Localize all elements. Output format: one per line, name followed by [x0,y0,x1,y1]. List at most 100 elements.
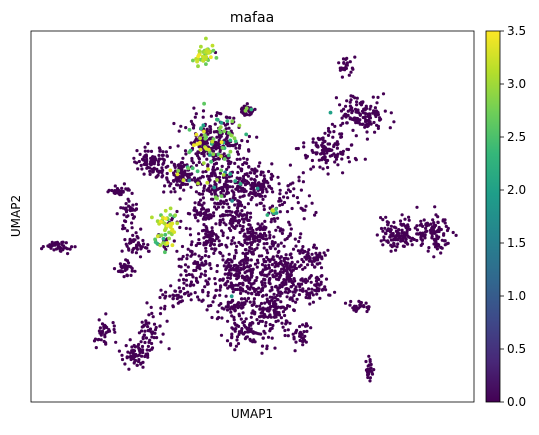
data-point [249,339,253,343]
data-point [367,119,371,123]
data-point [396,232,400,236]
data-point [190,156,194,161]
data-point [194,216,198,220]
data-point [237,324,241,328]
data-point [364,359,368,364]
data-point [185,182,189,186]
data-point [128,205,132,209]
data-point [208,238,212,242]
data-point [348,116,352,120]
data-point [243,205,247,209]
data-point [256,243,260,247]
data-point [228,144,232,148]
data-point [212,185,217,190]
data-point [168,168,173,173]
data-point [215,196,219,201]
data-point [237,282,242,286]
data-point [354,110,358,114]
data-point [304,322,308,326]
data-point [300,282,304,286]
data-point [440,238,444,242]
data-point [217,157,221,161]
data-point [40,247,44,251]
data-point [246,202,250,206]
data-point [176,144,180,148]
data-point [120,249,124,253]
data-point [278,286,282,290]
data-point [245,284,249,289]
data-point [328,110,333,115]
data-point [435,247,439,251]
data-point [348,104,352,108]
data-point [275,293,279,297]
data-point [229,179,233,183]
data-point [257,184,261,188]
data-point [324,159,328,163]
data-point [142,172,146,176]
data-point [254,231,258,235]
data-point [341,67,345,71]
data-point [307,259,311,263]
data-point [208,125,212,129]
data-point [243,248,248,252]
data-point [326,165,330,170]
data-point [328,130,332,134]
data-point [232,191,236,195]
data-point [295,297,299,301]
data-point [181,277,186,282]
data-point [251,228,255,232]
data-point [403,217,407,221]
data-point [144,320,148,325]
data-point [361,122,365,126]
data-point [210,247,214,251]
data-point [130,213,134,217]
data-point [209,114,213,118]
data-point [183,169,187,173]
data-point [441,219,445,223]
data-point [343,112,347,116]
data-point [189,141,193,145]
data-point [347,160,351,164]
data-point [400,231,404,235]
data-point [111,321,115,325]
data-point [165,154,169,158]
data-point [225,135,229,139]
data-point [179,300,183,304]
data-point [214,161,219,165]
data-point [299,188,303,192]
data-point [283,333,287,338]
data-point [268,282,272,286]
data-point [228,138,233,143]
data-point [183,263,188,267]
data-point [260,263,265,267]
data-point [119,189,123,193]
data-point [123,362,127,366]
data-point [262,246,266,250]
data-point [163,232,168,237]
data-point [260,222,264,226]
data-point [285,210,290,214]
data-point [233,179,238,183]
data-point [336,163,340,167]
data-point [168,145,172,150]
data-point [392,225,396,229]
data-point [218,136,222,140]
data-point [316,144,320,148]
colorbar-tick-label: 3.5 [507,24,526,38]
data-point [235,186,239,190]
data-point [296,201,300,205]
data-point [179,124,183,128]
data-point [210,226,214,230]
data-point [314,246,318,250]
data-point [410,243,414,247]
data-point [263,301,267,305]
x-axis-label: UMAP1 [231,407,273,421]
data-point [202,241,206,245]
data-point [259,201,263,205]
data-point [282,244,286,248]
data-point [131,239,136,243]
data-point [121,226,126,230]
data-point [297,293,301,297]
data-point [334,157,339,161]
data-point [182,163,186,167]
